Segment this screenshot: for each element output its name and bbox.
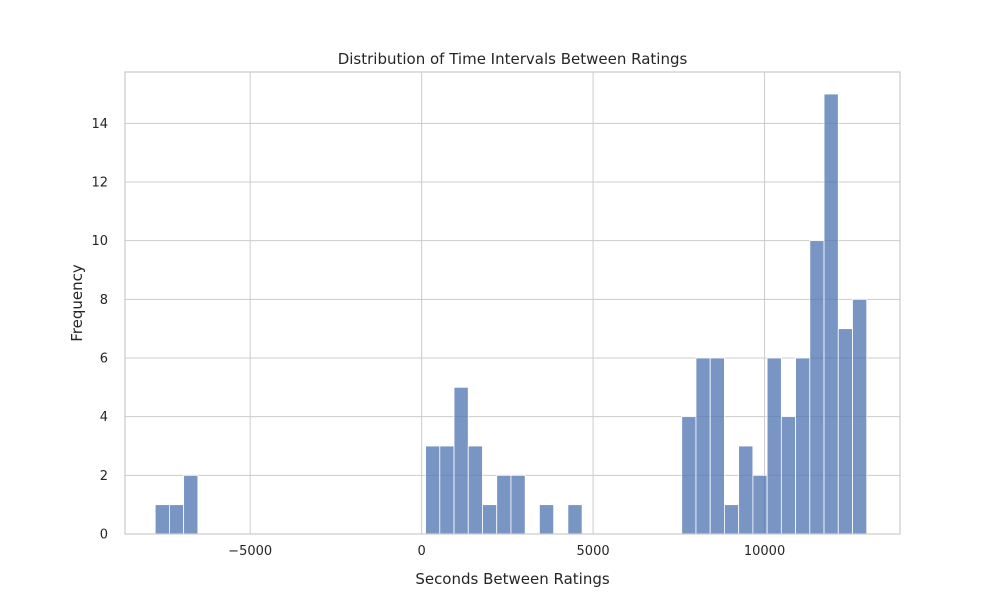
histogram-bar (852, 298, 868, 535)
histogram-bar (809, 240, 825, 535)
y-tick-label: 8 (100, 293, 108, 308)
histogram-bar (539, 504, 555, 535)
y-tick-label: 10 (91, 234, 108, 249)
x-axis-title: Seconds Between Ratings (415, 570, 610, 588)
x-tick-label: −5000 (228, 544, 272, 559)
histogram-bar (439, 445, 455, 535)
histogram-bar (738, 445, 754, 535)
y-tick-label: 6 (100, 352, 108, 367)
histogram-bar (467, 445, 483, 535)
histogram-bar (567, 504, 583, 535)
histogram-bar (510, 474, 526, 535)
histogram-bar (169, 504, 185, 535)
histogram-bar (823, 93, 839, 535)
x-tick-label: 5000 (577, 544, 610, 559)
histogram-bar (695, 357, 711, 535)
histogram-bars (154, 93, 868, 535)
axes-frame (124, 71, 901, 535)
histogram-bar (453, 386, 469, 535)
histogram-bar (837, 328, 853, 535)
x-tick-label: 0 (417, 544, 425, 559)
y-tick-label: 12 (91, 176, 108, 191)
histogram-bar (795, 357, 811, 535)
histogram-bar (496, 474, 512, 535)
histogram-bar (752, 474, 768, 535)
x-tick-label: 10000 (744, 544, 785, 559)
y-axis-title: Frequency (68, 264, 86, 342)
histogram-bar (724, 504, 740, 535)
histogram-bar (681, 416, 697, 535)
histogram-bar (780, 416, 796, 535)
histogram-bar (709, 357, 725, 535)
chart-title: Distribution of Time Intervals Between R… (338, 50, 688, 68)
histogram-bar (183, 474, 199, 535)
y-tick-label: 14 (91, 117, 108, 132)
y-tick-label: 4 (100, 410, 108, 425)
y-tick-label: 0 (100, 528, 108, 543)
y-tick-labels: 0 2 4 6 8 10 12 14 (91, 117, 108, 543)
y-tick-label: 2 (100, 469, 108, 484)
x-tick-labels: −5000 0 5000 10000 (228, 544, 785, 559)
histogram-bar (482, 504, 498, 535)
histogram-bar (766, 357, 782, 535)
histogram-bar (425, 445, 441, 535)
histogram-bar (154, 504, 170, 535)
